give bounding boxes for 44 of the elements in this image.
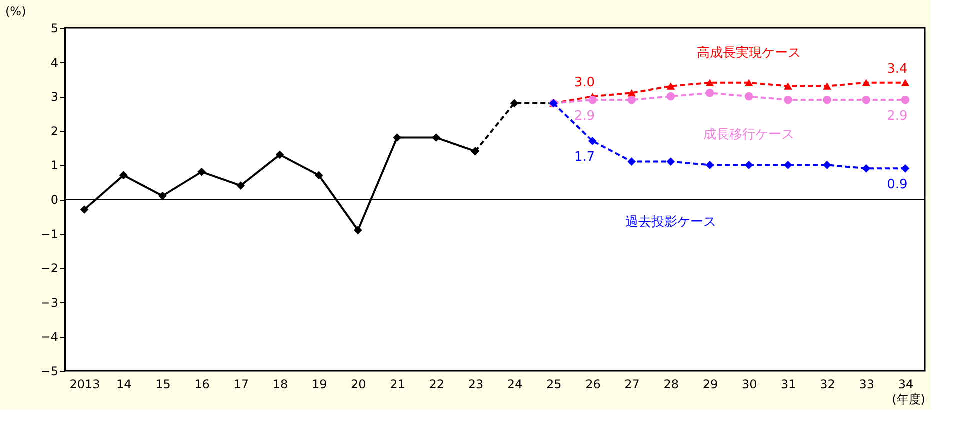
x-axis-title: (年度) [892,392,926,406]
data-label: 3.0 [574,76,596,91]
data-label: 3.4 [887,62,908,77]
x-tick-label: 16 [194,378,210,392]
x-tick-label: 25 [546,378,562,392]
x-tick-label: 28 [664,378,680,392]
x-tick-label: 19 [312,378,328,392]
data-label: 2.9 [574,109,596,124]
x-tick-label: 17 [234,378,250,392]
data-label: 0.9 [887,178,908,193]
y-tick-label: 3 [50,90,58,104]
y-tick-label: −5 [40,364,58,378]
data-label: 1.7 [574,150,596,166]
x-tick-label: 34 [898,378,914,392]
x-tick-label: 27 [624,378,640,392]
x-tick-label: 15 [156,378,171,392]
y-tick-label: −4 [40,330,58,344]
y-tick-label: 2 [50,124,58,138]
x-tick-label: 23 [468,378,484,392]
x-tick-label: 29 [702,378,718,392]
y-tick-label: 4 [50,56,58,70]
y-tick-label: 0 [50,193,58,207]
y-tick-label: −1 [40,227,58,242]
y-tick-label: −3 [40,296,58,310]
series-label: 高成長実現ケース [697,44,802,61]
x-tick-label: 20 [351,378,366,392]
x-tick-label: 14 [116,378,132,392]
x-tick-label: 22 [429,378,445,392]
series-label: 成長移行ケース [704,128,795,143]
x-tick-label: 2013 [70,378,100,392]
x-tick-label: 31 [781,378,796,392]
x-tick-label: 33 [859,378,875,392]
y-axis-title: (%) [6,4,26,18]
x-tick-label: 32 [820,378,836,392]
x-tick-label: 30 [742,378,758,392]
y-tick-label: 1 [50,158,58,173]
x-tick-label: 18 [272,378,288,392]
text: 過去投影ケース [625,214,716,230]
x-tick-label: 21 [390,378,406,392]
y-tick-label: −2 [40,262,58,276]
data-label: 2.9 [887,109,908,124]
x-tick-label: 24 [507,378,523,392]
x-tick-label: 26 [586,378,601,392]
y-tick-label: 5 [50,22,58,36]
